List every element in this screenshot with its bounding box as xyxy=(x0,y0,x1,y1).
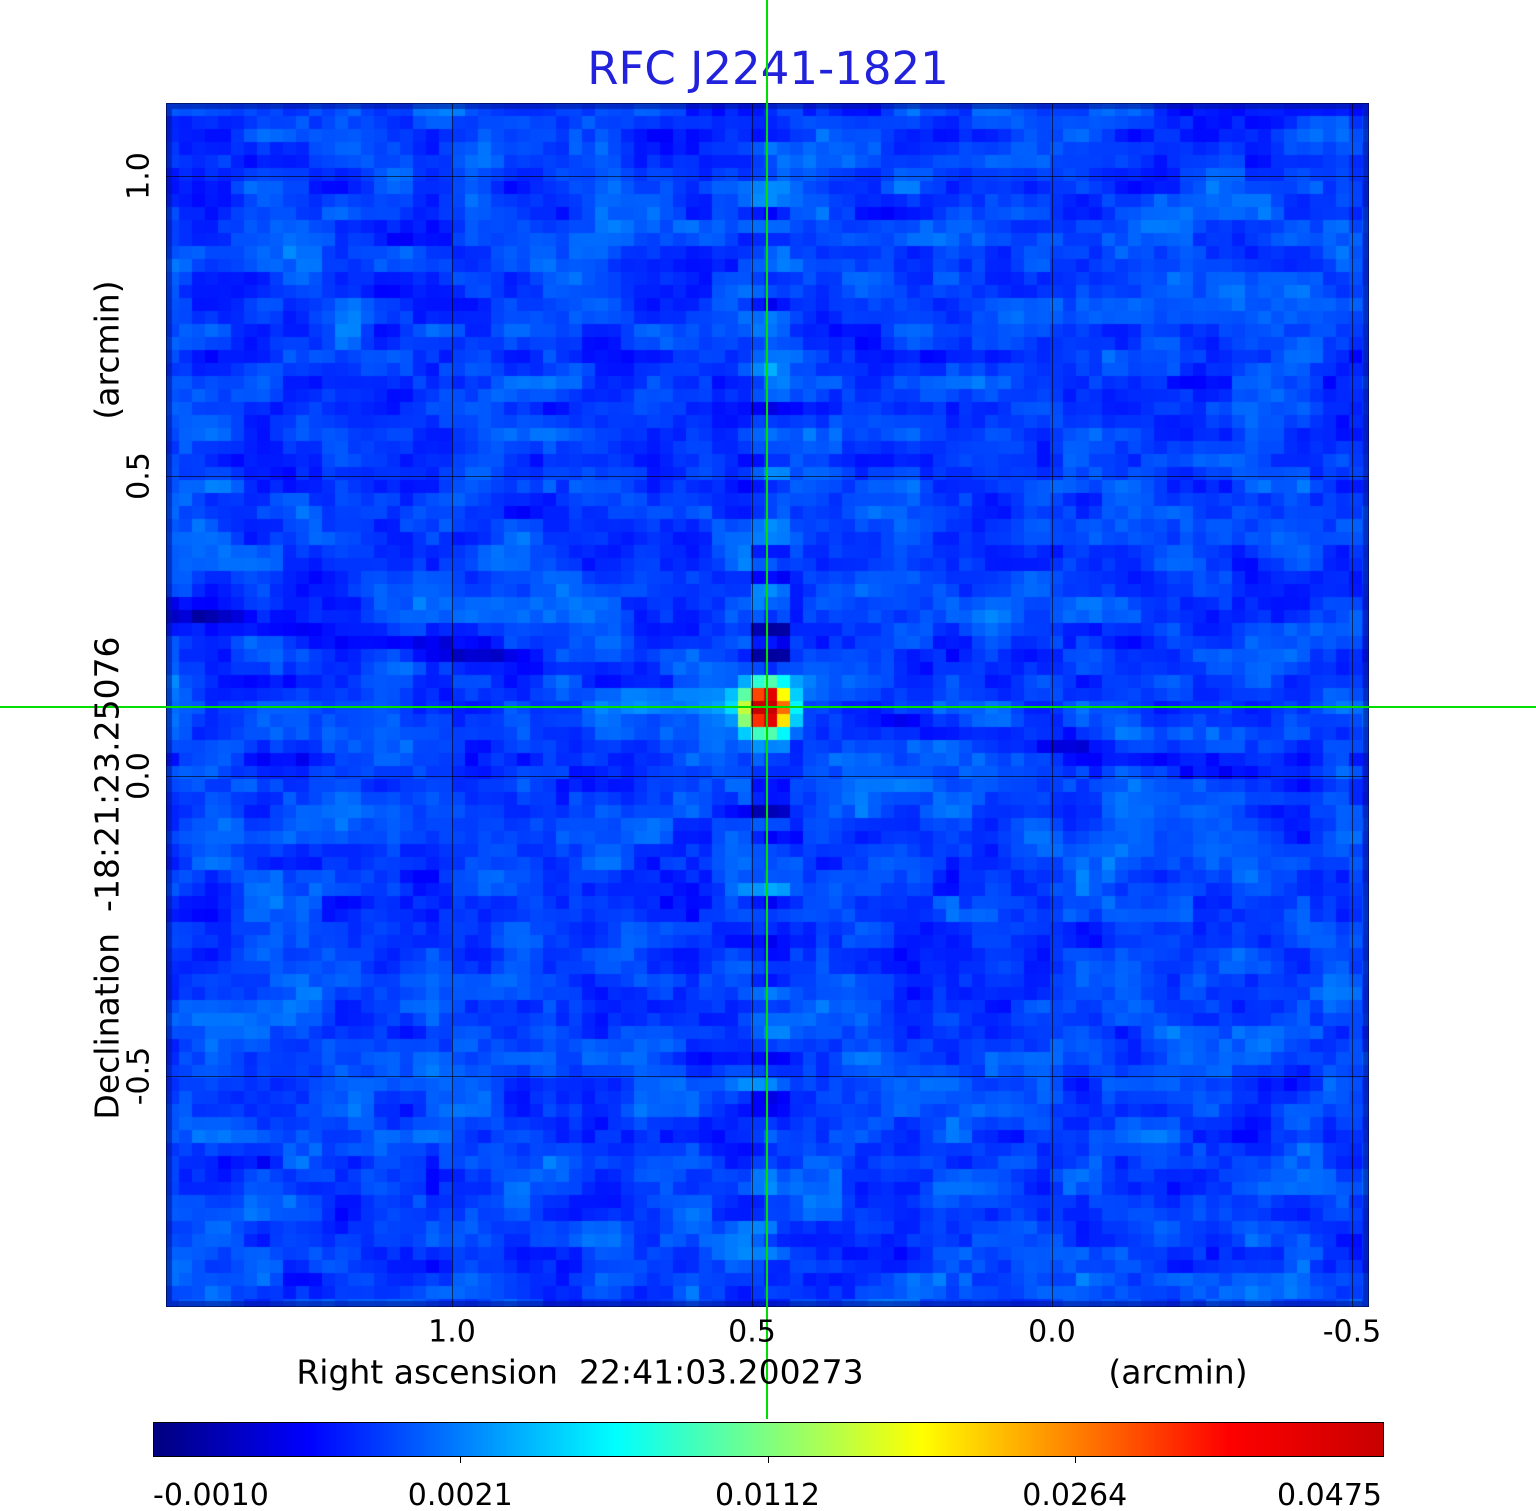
grid-line-vertical xyxy=(1352,103,1353,1307)
y-axis-name: Declination xyxy=(87,933,127,1120)
y-axis-value: -18:21:23.25076 xyxy=(87,636,127,913)
colorbar-tick-label: -0.0010 xyxy=(153,1478,269,1511)
y-tick-label: -0.5 xyxy=(121,1046,157,1106)
x-tick-label: -0.5 xyxy=(1322,1314,1382,1350)
x-tick-label: 0.0 xyxy=(1028,1314,1076,1350)
y-tick-label: 0.0 xyxy=(121,752,157,800)
x-axis-unit: (arcmin) xyxy=(1108,1352,1248,1392)
colorbar-tick-label: 0.0021 xyxy=(407,1478,513,1511)
x-tick-label: 1.0 xyxy=(428,1314,476,1350)
crosshair-vertical-line xyxy=(766,0,768,1419)
y-tick-label: 0.5 xyxy=(121,452,157,500)
x-tick-label: 0.5 xyxy=(728,1314,776,1350)
colorbar-tick-label: 0.0475 xyxy=(1277,1478,1382,1511)
colorbar xyxy=(153,1422,1384,1457)
colorbar-tick xyxy=(767,1456,769,1463)
y-axis-label: Declination -18:21:23.25076 xyxy=(88,636,127,1119)
page-title: RFC J2241-1821 xyxy=(587,42,949,95)
colorbar-tick xyxy=(460,1456,462,1463)
x-axis-label: Right ascension 22:41:03.200273 xyxy=(296,1353,863,1392)
grid-line-vertical xyxy=(452,103,453,1307)
grid-line-vertical xyxy=(1052,103,1053,1307)
y-tick-label: 1.0 xyxy=(121,152,157,200)
grid-line-vertical xyxy=(752,103,753,1307)
x-axis-name: Right ascension xyxy=(296,1352,558,1392)
colorbar-tick xyxy=(1074,1456,1076,1463)
crosshair-horizontal-line xyxy=(0,706,1536,708)
colorbar-tick-label: 0.0264 xyxy=(1022,1478,1128,1511)
x-axis-value: 22:41:03.200273 xyxy=(578,1352,864,1392)
y-axis-unit: (arcmin) xyxy=(87,280,127,420)
colorbar-tick-label: 0.0112 xyxy=(715,1478,820,1511)
